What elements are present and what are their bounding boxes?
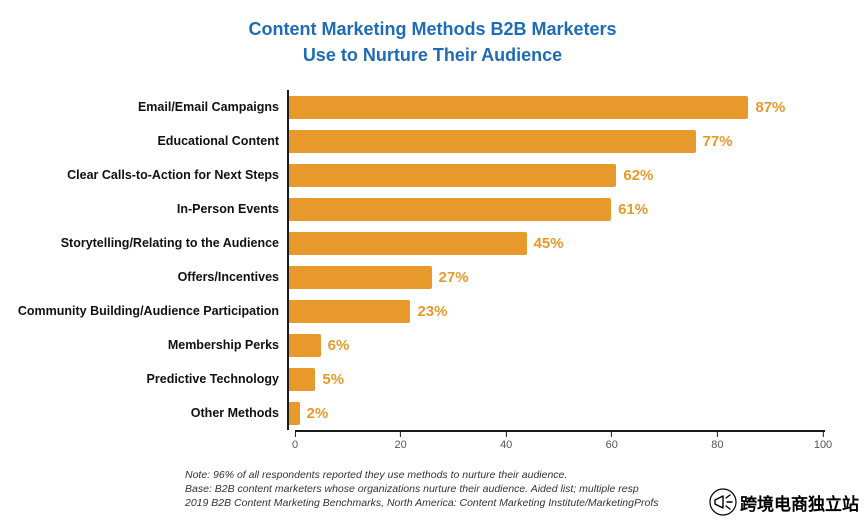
chart-title-line2: Use to Nurture Their Audience — [302, 45, 563, 65]
bar-track: 23% — [287, 294, 817, 328]
x-axis-tick: 20 — [394, 432, 407, 451]
bar — [289, 197, 612, 221]
value-label: 23% — [417, 302, 448, 320]
bar — [289, 299, 411, 323]
bar-rows: Email/Email Campaigns 87% Educational Co… — [0, 90, 823, 430]
bar-track: 61% — [287, 192, 817, 226]
tick-label: 0 — [291, 439, 299, 451]
bar-row: Clear Calls-to-Action for Next Steps 62% — [0, 158, 823, 192]
category-label: Other Methods — [190, 406, 279, 420]
bar-track: 62% — [287, 158, 817, 192]
category-label: Email/Email Campaigns — [137, 100, 279, 114]
x-axis: 0 20 40 60 80 100 — [292, 432, 832, 458]
x-axis-tick: 60 — [606, 432, 618, 451]
footnote-line3: 2019 B2B Content Marketing Benchmarks, N… — [185, 497, 659, 509]
bar-row: Educational Content 77% — [0, 124, 823, 158]
tick-label: 100 — [813, 439, 833, 451]
tick-label: 60 — [605, 439, 618, 451]
bar-row: Other Methods 2% — [0, 396, 823, 430]
bar-track: 87% — [287, 90, 817, 124]
bar-track: 77% — [287, 124, 817, 158]
value-label: 87% — [755, 98, 786, 116]
footnote-line2: Base: B2B content marketers whose organi… — [185, 483, 639, 495]
bar-track: 45% — [287, 226, 817, 260]
category-label: Educational Content — [157, 134, 279, 148]
value-label: 27% — [438, 268, 469, 286]
bar-track: 2% — [287, 396, 817, 430]
bar-chart: Email/Email Campaigns 87% Educational Co… — [0, 90, 865, 458]
x-axis-tick: 0 — [292, 432, 298, 451]
category-label: In-Person Events — [176, 202, 279, 216]
bar-row: Membership Perks 6% — [0, 328, 823, 362]
bar — [289, 231, 527, 255]
bar-row: In-Person Events 61% — [0, 192, 823, 226]
tick-mark — [716, 432, 718, 437]
tick-label: 80 — [711, 439, 724, 451]
tick-mark — [822, 432, 824, 437]
value-label: 45% — [533, 234, 564, 252]
bar — [289, 333, 321, 357]
x-axis-tick: 40 — [500, 432, 512, 451]
bar-track: 27% — [287, 260, 817, 294]
tick-mark — [294, 432, 296, 437]
bar-track: 5% — [287, 362, 817, 396]
bar-row: Community Building/Audience Participatio… — [0, 294, 823, 328]
bar — [289, 95, 749, 119]
value-label: 62% — [623, 166, 654, 184]
bar-row: Storytelling/Relating to the Audience 45… — [0, 226, 823, 260]
category-label: Storytelling/Relating to the Audience — [60, 236, 279, 250]
bar — [289, 163, 617, 187]
x-axis-tick: 80 — [711, 432, 724, 451]
bar — [289, 401, 300, 425]
value-label: 2% — [306, 404, 329, 422]
tick-mark — [400, 432, 402, 437]
bar — [289, 265, 432, 289]
category-label: Predictive Technology — [146, 372, 279, 386]
bar-track: 6% — [287, 328, 817, 362]
category-label: Offers/Incentives — [177, 270, 279, 284]
value-label: 61% — [618, 200, 649, 218]
loudspeaker-icon — [709, 488, 737, 516]
x-axis-line — [295, 430, 825, 432]
category-label: Clear Calls-to-Action for Next Steps — [67, 168, 279, 182]
chart-title: Content Marketing Methods B2B Marketers … — [0, 16, 865, 68]
bar — [289, 367, 316, 391]
bar-row: Email/Email Campaigns 87% — [0, 90, 823, 124]
category-label: Community Building/Audience Participatio… — [17, 304, 279, 318]
category-label: Membership Perks — [167, 338, 279, 352]
watermark-text: 跨境电商独立站 — [740, 494, 859, 515]
watermark: 跨境电商独立站 — [709, 488, 859, 516]
value-label: 77% — [702, 132, 733, 150]
tick-label: 40 — [500, 439, 513, 451]
tick-mark — [611, 432, 613, 437]
chart-title-line1: Content Marketing Methods B2B Marketers — [248, 19, 617, 39]
footnote-line1: Note: 96% of all respondents reported th… — [185, 469, 568, 481]
value-label: 6% — [327, 336, 350, 354]
bar — [289, 129, 696, 153]
tick-mark — [505, 432, 507, 437]
value-label: 5% — [322, 370, 345, 388]
tick-label: 20 — [394, 439, 407, 451]
x-axis-tick: 100 — [814, 432, 832, 451]
bar-row: Predictive Technology 5% — [0, 362, 823, 396]
footnotes: Note: 96% of all respondents reported th… — [185, 468, 865, 510]
bar-row: Offers/Incentives 27% — [0, 260, 823, 294]
